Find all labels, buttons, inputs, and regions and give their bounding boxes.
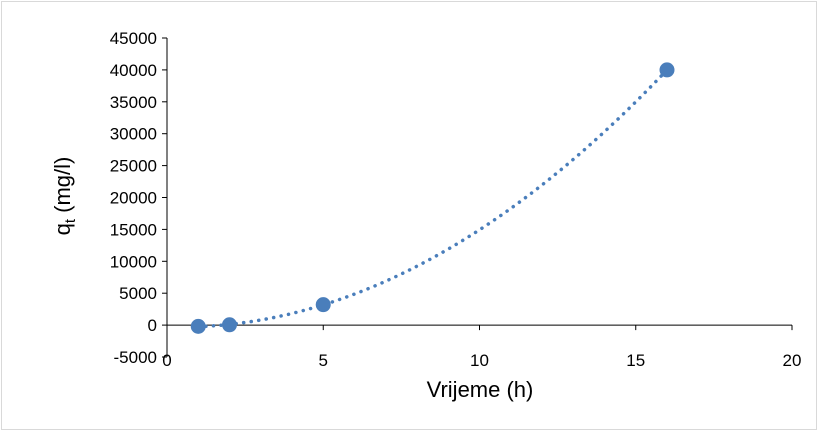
- data-point: [659, 62, 675, 78]
- y-tick-label: -5000: [114, 348, 157, 367]
- y-tick-label: 20000: [110, 189, 157, 208]
- y-axis-title-main: q: [50, 223, 75, 235]
- y-tick-label: 5000: [119, 284, 157, 303]
- x-axis-title: Vrijeme (h): [427, 377, 534, 402]
- y-axis-title: qt (mg/l): [50, 157, 79, 236]
- x-axis-ticks: 0 5 10 15 20: [162, 325, 801, 370]
- x-tick-label: 20: [783, 351, 802, 370]
- y-axis-title-subscript: t: [62, 218, 79, 223]
- y-tick-label: 10000: [110, 252, 157, 271]
- y-tick-label: 15000: [110, 220, 157, 239]
- x-tick-label: 5: [319, 351, 328, 370]
- y-tick-label: 35000: [110, 93, 157, 112]
- data-point: [190, 318, 206, 334]
- y-axis-ticks: -5000 0 5000 10000 15000 20000 25000 30000 35000…: [110, 29, 167, 367]
- y-tick-label: 30000: [110, 125, 157, 144]
- x-tick-label: 0: [162, 351, 171, 370]
- x-tick-label: 15: [626, 351, 645, 370]
- y-tick-label: 0: [148, 316, 157, 335]
- x-tick-label: 10: [470, 351, 489, 370]
- data-point: [222, 317, 237, 333]
- trendline: [196, 68, 669, 329]
- y-tick-label: 25000: [110, 157, 157, 176]
- data-points: [190, 62, 675, 334]
- y-tick-label: 45000: [110, 29, 157, 48]
- data-point: [315, 297, 331, 313]
- y-axis-title-unit: (mg/l): [50, 157, 75, 219]
- y-tick-label: 40000: [110, 61, 157, 80]
